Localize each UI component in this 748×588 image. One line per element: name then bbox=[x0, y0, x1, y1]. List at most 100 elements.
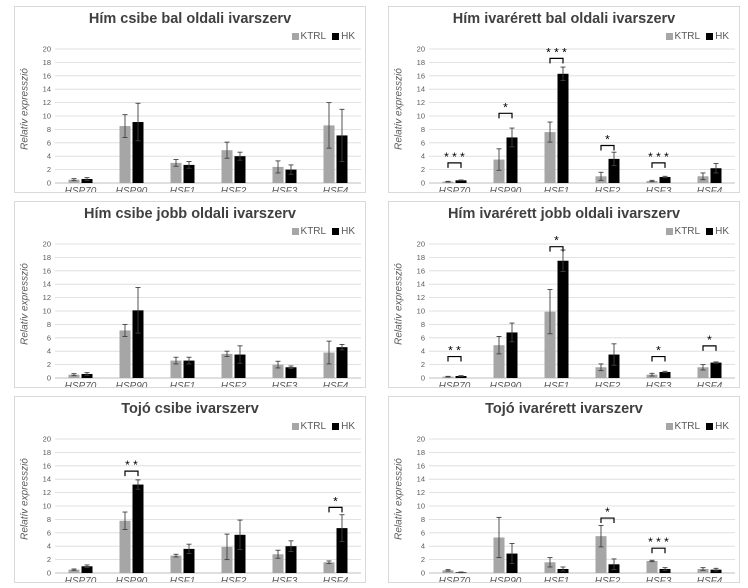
chart-title: Hím csibe bal oldali ivarszerv bbox=[88, 11, 292, 27]
y-tick-label: 12 bbox=[417, 488, 425, 497]
y-tick-label: 14 bbox=[43, 475, 51, 484]
y-tick-label: 16 bbox=[417, 461, 425, 470]
bar-ktrl bbox=[119, 520, 131, 573]
legend-label-ktrl: KTRL bbox=[674, 31, 701, 42]
legend: KTRL HK bbox=[660, 421, 729, 432]
y-tick-label: 4 bbox=[47, 542, 51, 551]
x-tick-label: HSF1 bbox=[544, 186, 570, 193]
bar-ktrl bbox=[544, 562, 556, 573]
legend-label-ktrl: KTRL bbox=[300, 31, 327, 42]
bar-hk bbox=[81, 178, 93, 183]
x-tick-label: HSP70 bbox=[65, 576, 97, 583]
bar-hk bbox=[455, 375, 467, 378]
significance-bracket bbox=[549, 57, 564, 64]
y-tick-label: 4 bbox=[421, 347, 425, 356]
x-tick-label: HSF1 bbox=[170, 381, 196, 388]
chart-panel: Tojó csibe ivarszerv Relatív expresszió KT… bbox=[14, 396, 366, 583]
x-tick-label: HSF1 bbox=[170, 576, 196, 583]
y-tick-label: 12 bbox=[417, 98, 425, 107]
y-tick-label: 0 bbox=[47, 374, 51, 383]
y-tick-label: 14 bbox=[417, 85, 425, 94]
significance-bracket bbox=[651, 162, 666, 168]
x-tick-label: HSF4 bbox=[323, 186, 349, 193]
bar-hk bbox=[557, 260, 569, 378]
bar-hk bbox=[285, 546, 297, 573]
bar-hk bbox=[285, 367, 297, 378]
x-tick-label: HSF1 bbox=[544, 576, 570, 583]
y-tick-label: 20 bbox=[417, 45, 425, 54]
legend: KTRL HK bbox=[660, 226, 729, 237]
legend-label-hk: HK bbox=[715, 226, 729, 237]
x-tick-label: HSF1 bbox=[170, 186, 196, 193]
y-tick-label: 20 bbox=[43, 435, 51, 444]
chart-title: Hím ivarérett bal oldali ivarszerv bbox=[452, 11, 676, 27]
y-tick-label: 18 bbox=[43, 448, 51, 457]
significance-bracket bbox=[549, 246, 564, 252]
significance-label: * bbox=[605, 505, 610, 519]
bar-hk bbox=[285, 169, 297, 183]
x-tick-label: HSF2 bbox=[595, 381, 621, 388]
y-tick-label: 16 bbox=[43, 266, 51, 275]
bar-ktrl bbox=[697, 568, 709, 573]
bar-hk bbox=[132, 484, 144, 573]
y-tick-label: 0 bbox=[421, 179, 425, 188]
y-tick-label: 20 bbox=[43, 45, 51, 54]
bar-ktrl bbox=[595, 536, 607, 573]
significance-label: * bbox=[503, 100, 508, 114]
y-tick-label: 20 bbox=[43, 240, 51, 249]
legend: KTRL HK bbox=[286, 421, 355, 432]
significance-bracket bbox=[124, 470, 139, 477]
bar-hk bbox=[81, 373, 93, 378]
chart-title: Hím csibe jobb oldali ivarszerv bbox=[84, 206, 296, 222]
bar-hk bbox=[132, 310, 144, 378]
bar-hk bbox=[455, 180, 467, 183]
chart-svg: 0 2 4 6 8 10 12 14 16 18 20 HSP70 HSP90 HSF1 HSF2 HSF3 H… bbox=[417, 45, 735, 193]
significance-label: * * * bbox=[546, 45, 567, 59]
significance-label: * bbox=[605, 132, 610, 146]
legend-label-ktrl: KTRL bbox=[300, 226, 327, 237]
legend-swatch-ktrl bbox=[291, 228, 299, 235]
y-tick-label: 14 bbox=[43, 85, 51, 94]
chart-svg: 0 2 4 6 8 10 12 14 16 18 20 HSP70 HSP90 HSF1 HSF2 HSF3 H… bbox=[417, 435, 735, 583]
y-tick-label: 0 bbox=[47, 179, 51, 188]
legend-swatch-ktrl bbox=[665, 33, 673, 40]
legend: KTRL HK bbox=[660, 31, 729, 42]
x-tick-label: HSP90 bbox=[116, 576, 148, 583]
significance-label: * * bbox=[125, 458, 138, 472]
legend: KTRL HK bbox=[286, 226, 355, 237]
bar-hk bbox=[506, 137, 518, 183]
x-tick-label: HSP90 bbox=[490, 186, 522, 193]
bar-ktrl bbox=[493, 159, 505, 183]
bar-hk bbox=[234, 156, 246, 183]
y-tick-label: 18 bbox=[43, 253, 51, 262]
x-tick-label: HSP90 bbox=[490, 576, 522, 583]
y-tick-label: 8 bbox=[47, 515, 51, 524]
chart-svg: 0 2 4 6 8 10 12 14 16 18 20 HSP70 HSP90 HSF1 HSF2 HSF3 H… bbox=[43, 45, 361, 193]
bar-hk bbox=[659, 176, 671, 183]
y-tick-label: 4 bbox=[47, 152, 51, 161]
chart-svg: 0 2 4 6 8 10 12 14 16 18 20 HSP70 HSP90 HSF1 HSF2 HSF3 H… bbox=[43, 240, 361, 388]
significance-bracket bbox=[651, 547, 666, 554]
y-tick-label: 6 bbox=[47, 528, 51, 537]
bar-ktrl bbox=[119, 330, 131, 378]
legend-label-ktrl: KTRL bbox=[674, 226, 701, 237]
bar-ktrl bbox=[68, 179, 80, 183]
x-tick-label: HSP70 bbox=[65, 186, 97, 193]
significance-bracket bbox=[702, 345, 717, 351]
y-tick-label: 20 bbox=[417, 435, 425, 444]
significance-label: * bbox=[656, 344, 661, 358]
significance-label: * bbox=[707, 333, 712, 347]
chart-svg: 0 2 4 6 8 10 12 14 16 18 20 HSP70 HSP90 HSF1 HSF2 HSF3 H… bbox=[417, 234, 735, 388]
bar-ktrl bbox=[68, 374, 80, 378]
y-tick-label: 10 bbox=[417, 307, 425, 316]
significance-bracket bbox=[447, 162, 462, 168]
x-tick-label: HSF4 bbox=[697, 576, 723, 583]
y-tick-label: 16 bbox=[43, 461, 51, 470]
significance-bracket bbox=[651, 355, 666, 362]
y-tick-label: 10 bbox=[43, 112, 51, 121]
legend-swatch-ktrl bbox=[291, 423, 299, 430]
y-tick-label: 8 bbox=[421, 515, 425, 524]
significance-label: * bbox=[333, 494, 338, 508]
y-tick-label: 20 bbox=[417, 240, 425, 249]
